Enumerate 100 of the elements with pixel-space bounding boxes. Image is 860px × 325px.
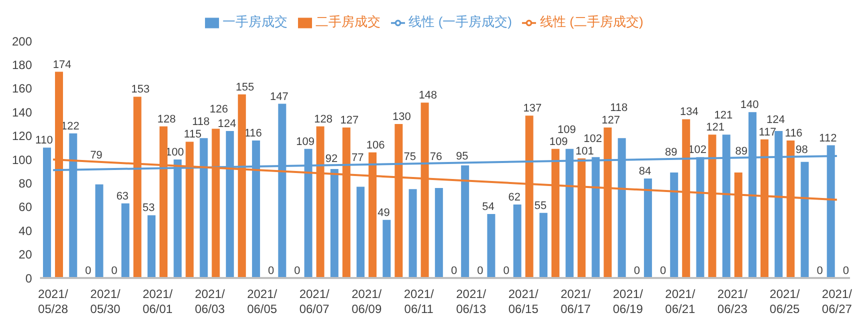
- data-label: 134: [680, 106, 698, 118]
- data-label: 109: [549, 136, 568, 148]
- x-tick-label: 2021/06/23: [717, 287, 748, 316]
- data-label: 0: [450, 265, 458, 277]
- bar: [487, 214, 496, 278]
- bar: [408, 189, 417, 278]
- data-label: 0: [85, 265, 92, 277]
- x-tick-label: 2021/05/30: [90, 287, 121, 316]
- data-label: 140: [740, 99, 759, 112]
- y-tick-label: 20: [18, 248, 32, 262]
- x-tick-label: 2021/06/17: [560, 287, 592, 316]
- data-label: 126: [210, 104, 228, 116]
- bar: [670, 172, 678, 278]
- data-label: 0: [842, 265, 849, 277]
- data-label: 102: [688, 144, 706, 156]
- data-label: 121: [706, 122, 724, 134]
- y-tick-label: 0: [25, 271, 32, 286]
- data-label: 55: [534, 200, 547, 212]
- x-tick-label: 2021/06/03: [194, 287, 226, 316]
- x-tick-label: 2021/06/09: [352, 287, 382, 316]
- data-label: 128: [157, 113, 176, 126]
- data-label: 77: [351, 152, 364, 164]
- data-label: 0: [268, 265, 274, 277]
- data-label: 109: [557, 124, 576, 136]
- data-label: 128: [314, 113, 333, 126]
- x-tick-label: 2021/06/01: [142, 287, 174, 316]
- bar: [43, 148, 51, 278]
- bar: [121, 203, 130, 278]
- data-label: 84: [638, 165, 652, 178]
- data-label: 174: [52, 58, 72, 71]
- bar: [644, 178, 652, 278]
- data-label: 121: [714, 110, 733, 122]
- data-label: 137: [523, 102, 542, 115]
- data-label: 54: [482, 201, 494, 214]
- x-tick-label: 2021/05/28: [38, 287, 69, 316]
- data-label: 124: [218, 118, 236, 130]
- data-label: 0: [111, 265, 118, 277]
- data-label: 127: [602, 114, 620, 127]
- data-label: 106: [366, 139, 385, 152]
- data-label: 153: [131, 84, 150, 96]
- data-label: 100: [166, 146, 184, 158]
- y-tick-label: 40: [18, 224, 32, 238]
- data-label: 75: [404, 151, 416, 164]
- bar: [330, 168, 338, 278]
- x-tick-label: 2021/06/05: [247, 287, 278, 316]
- data-label: 110: [35, 134, 53, 147]
- bar: [356, 186, 365, 278]
- legend-label: 线性 (一手房成交): [408, 14, 512, 29]
- x-tick-label: 2021/06/25: [770, 287, 800, 316]
- y-tick-label: 180: [12, 58, 32, 72]
- y-tick-label: 100: [12, 152, 32, 167]
- y-tick-label: 60: [18, 200, 32, 214]
- data-label: 79: [90, 149, 102, 162]
- data-label: 95: [456, 150, 468, 162]
- data-label: 109: [296, 136, 315, 148]
- data-label: 98: [796, 144, 808, 156]
- data-label: 148: [418, 90, 438, 102]
- data-label: 118: [192, 116, 210, 128]
- data-label: 112: [819, 132, 837, 144]
- bar: [148, 215, 156, 278]
- data-label: 0: [294, 265, 300, 277]
- y-tick-label: 160: [12, 82, 32, 96]
- bar: [382, 220, 391, 278]
- data-label: 62: [508, 192, 521, 204]
- data-label: 76: [430, 150, 442, 163]
- data-label: 0: [503, 265, 510, 277]
- x-tick-label: 2021/06/11: [404, 287, 435, 316]
- data-label: 124: [766, 114, 785, 126]
- data-label: 89: [665, 146, 678, 159]
- data-label: 49: [378, 206, 390, 219]
- data-label: 0: [660, 265, 666, 277]
- bar: [539, 212, 548, 278]
- data-label: 63: [116, 190, 129, 202]
- legend-label: 二手房成交: [316, 14, 381, 29]
- data-label: 116: [784, 128, 802, 140]
- data-label: 127: [340, 114, 359, 127]
- y-tick-label: 120: [12, 129, 32, 144]
- y-tick-label: 200: [12, 34, 32, 48]
- data-label: 130: [392, 110, 411, 123]
- data-label: 92: [325, 152, 338, 165]
- y-tick-label: 80: [18, 176, 32, 190]
- data-label: 0: [634, 265, 640, 277]
- legend-label: 线性 (二手房成交): [540, 14, 644, 29]
- x-tick-label: 2021/06/15: [508, 287, 540, 316]
- x-tick-label: 2021/06/21: [665, 287, 696, 316]
- x-tick-label: 2021/06/13: [456, 287, 487, 316]
- x-tick-label: 2021/06/07: [299, 287, 330, 316]
- data-label: 102: [584, 133, 602, 146]
- data-label: 89: [735, 146, 748, 158]
- y-tick-label: 140: [12, 105, 32, 120]
- data-label: 0: [816, 265, 823, 277]
- data-label: 147: [270, 90, 288, 103]
- data-label: 118: [610, 102, 628, 114]
- data-label: 53: [142, 202, 155, 214]
- data-label: 117: [758, 126, 776, 138]
- bar: [434, 188, 443, 278]
- data-label: 101: [575, 145, 594, 158]
- legend-label: 一手房成交: [222, 14, 288, 29]
- bar: [513, 204, 522, 278]
- bar: [95, 184, 104, 278]
